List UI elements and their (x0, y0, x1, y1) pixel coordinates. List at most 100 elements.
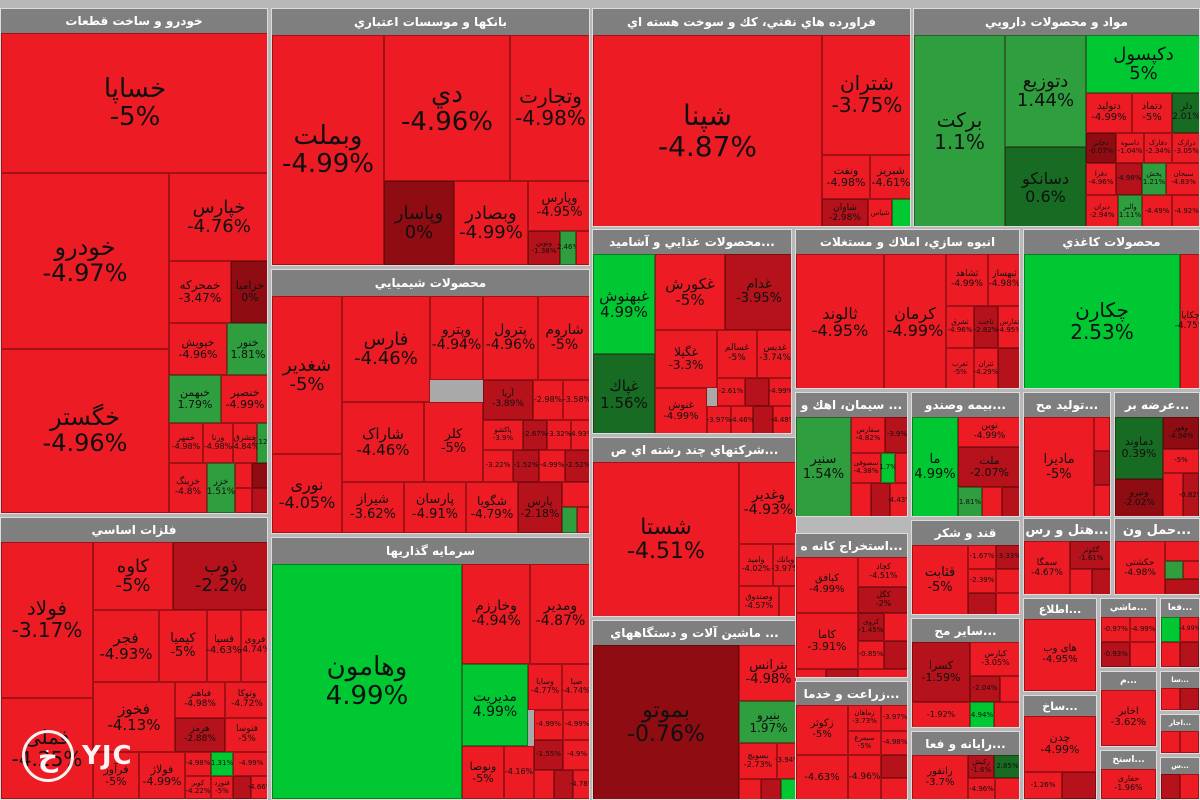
treemap-tile-غبهنوش[interactable]: غبهنوش 4.99% (593, 254, 655, 354)
treemap-tile[interactable]: -1.67% (968, 545, 996, 569)
treemap-tile[interactable] (1094, 485, 1110, 516)
treemap-tile-ونوصا[interactable]: ونوصا -5% (462, 746, 504, 799)
treemap-tile-غگیلا[interactable]: غگیلا -3.3% (655, 330, 717, 388)
treemap-tile[interactable] (753, 406, 773, 433)
treemap-tile-پاکشو[interactable]: پاکشو -3.9% (483, 420, 523, 450)
treemap-tile-نوین[interactable]: نوین -4.99% (958, 417, 1019, 447)
treemap-tile-غپاك[interactable]: غپاك 1.56% (593, 354, 655, 433)
treemap-tile-ثشرق[interactable]: ثشرق -4.96% (946, 306, 974, 348)
treemap-tile[interactable]: -3.94% (775, 743, 796, 779)
treemap-tile[interactable]: -4.16% (504, 746, 534, 799)
treemap-tile-فجر[interactable]: فجر -4.93% (93, 610, 159, 682)
treemap-tile[interactable] (1183, 561, 1199, 579)
treemap-tile[interactable]: -1.92% (912, 702, 970, 727)
treemap-tile[interactable]: -4.99% (563, 710, 589, 740)
treemap-tile[interactable] (576, 231, 589, 265)
treemap-tile-پخش[interactable]: پخش 1.21% (1142, 163, 1166, 195)
treemap-tile[interactable]: -0.93% (1101, 642, 1130, 667)
treemap-tile-زکوثر[interactable]: زکوثر -5% (796, 705, 848, 755)
treemap-tile-فارس[interactable]: فارس -4.46% (342, 296, 430, 402)
treemap-tile[interactable] (1094, 417, 1110, 451)
treemap-tile-شبریز[interactable]: شبریز -4.61% (870, 155, 910, 199)
treemap-tile-گکوثر[interactable]: گکوثر -1.61% (1070, 541, 1110, 569)
treemap-tile-شگویا[interactable]: شگویا -4.79% (466, 482, 518, 533)
treemap-tile-سنیر[interactable]: سنیر 1.54% (796, 417, 851, 516)
treemap-tile-دلر[interactable]: دلر 2.01% (1172, 93, 1199, 133)
treemap-tile-فولاد[interactable]: فولاد -3.17% (1, 542, 93, 698)
treemap-tile[interactable]: -4.43% (887, 483, 907, 516)
treemap-tile[interactable] (1161, 731, 1180, 753)
treemap-tile[interactable]: -4.99% (769, 378, 791, 406)
treemap-tile[interactable]: -4.63% (796, 755, 848, 799)
treemap-tile-فتوسا[interactable]: فتوسا -5% (225, 718, 267, 752)
treemap-tile[interactable] (1130, 642, 1156, 667)
treemap-tile-وبصادر[interactable]: وبصادر -4.99% (454, 181, 528, 265)
treemap-tile-والبر[interactable]: والبر 1.11% (1118, 195, 1142, 226)
treemap-tile-بترانس[interactable]: بترانس -4.98% (739, 645, 796, 701)
treemap-tile-دماوند[interactable]: دماوند 0.39% (1115, 417, 1163, 479)
treemap-tile[interactable] (851, 483, 871, 516)
treemap-tile[interactable] (1165, 579, 1199, 594)
treemap-tile-وهور[interactable]: وهور -4.94% (1163, 417, 1199, 449)
treemap-tile-وبملت[interactable]: وبملت -4.99% (272, 35, 384, 265)
treemap-tile-چدن[interactable]: چدن -4.99% (1024, 716, 1096, 772)
treemap-tile-کیمیا[interactable]: کیمیا -5% (159, 610, 207, 682)
treemap-tile-ملت[interactable]: ملت -2.07% (958, 447, 1019, 487)
treemap-tile[interactable] (1094, 451, 1110, 485)
treemap-tile-شاروم[interactable]: شاروم -5% (538, 296, 589, 380)
treemap-tile[interactable]: -3.97% (881, 705, 907, 731)
treemap-tile[interactable]: -4.46% (730, 406, 754, 433)
treemap-tile-فباهنر[interactable]: فباهنر -4.98% (175, 682, 225, 718)
treemap-tile-دکپسول[interactable]: دکپسول 5% (1086, 35, 1199, 93)
treemap-tile[interactable] (881, 778, 907, 799)
treemap-tile-فخوز[interactable]: فخوز -4.13% (93, 682, 175, 752)
treemap-tile[interactable] (1165, 541, 1199, 561)
treemap-tile[interactable]: -1.52% (513, 450, 539, 482)
treemap-tile[interactable] (1161, 617, 1180, 642)
treemap-tile[interactable]: 2.12% (252, 423, 267, 463)
treemap-tile-دتوزیع[interactable]: دتوزیع 1.44% (1005, 35, 1086, 147)
treemap-tile[interactable] (233, 776, 251, 799)
treemap-tile-شیراز[interactable]: شیراز -3.62% (342, 482, 404, 533)
treemap-tile-کلر[interactable]: کلر -5% (424, 402, 483, 482)
treemap-tile-حکشتی[interactable]: حکشتی -4.98% (1115, 541, 1165, 594)
treemap-tile-وصندوق[interactable]: وصندوق -4.57% (739, 586, 779, 616)
treemap-tile-غکورش[interactable]: غکورش -5% (655, 254, 725, 330)
treemap-tile[interactable] (995, 778, 1019, 799)
treemap-tile-کویر[interactable]: کویر -4.22% (185, 776, 211, 799)
treemap-tile[interactable] (1070, 569, 1092, 594)
treemap-tile[interactable] (1161, 774, 1180, 799)
treemap-tile[interactable]: -4.96% (968, 778, 995, 799)
treemap-tile-ما[interactable]: ما 4.99% (912, 417, 958, 516)
treemap-tile-ونفت[interactable]: ونفت -4.98% (822, 155, 870, 199)
treemap-tile[interactable]: -1.55% (534, 740, 563, 770)
treemap-tile-فرآور[interactable]: فرآور -5% (93, 752, 139, 799)
treemap-tile[interactable]: -4.99% (1130, 617, 1156, 642)
treemap-tile-دسانکو[interactable]: دسانکو 0.6% (1005, 147, 1086, 226)
treemap-tile-اخابر[interactable]: اخابر -3.62% (1101, 690, 1156, 746)
treemap-tile[interactable]: -4.93% (569, 420, 589, 450)
treemap-tile-وغدیر[interactable]: وغدیر -4.93% (739, 462, 796, 544)
treemap-tile[interactable] (968, 593, 996, 614)
treemap-tile[interactable]: -4.99% (233, 752, 267, 776)
treemap-tile-دفارک[interactable]: دفارک -2.34% (1144, 133, 1172, 163)
treemap-tile-ومدیر[interactable]: ومدیر -4.87% (530, 564, 589, 664)
treemap-tile-وپاسار[interactable]: وپاسار 0% (384, 181, 454, 265)
treemap-tile[interactable] (881, 755, 907, 778)
treemap-tile[interactable]: -2.39% (968, 569, 996, 593)
treemap-tile[interactable] (884, 641, 907, 669)
treemap-tile-خرینگ[interactable]: خرینگ -4.8% (169, 463, 207, 513)
treemap-tile[interactable] (745, 378, 769, 406)
treemap-tile[interactable] (1161, 642, 1180, 667)
treemap-tile-غسالم[interactable]: غسالم -5% (717, 330, 757, 378)
treemap-tile[interactable]: 2.46% (557, 231, 579, 265)
treemap-tile[interactable]: -3.9% (885, 417, 907, 453)
treemap-tile-بنیرو[interactable]: بنیرو 1.97% (739, 701, 796, 743)
treemap-tile-نوری[interactable]: نوری -4.05% (272, 454, 342, 533)
treemap-tile-خنور[interactable]: خنور 1.81% (227, 323, 267, 375)
treemap-tile[interactable] (826, 669, 858, 677)
treemap-tile[interactable]: -4.78% (570, 770, 589, 799)
treemap-tile[interactable] (781, 779, 796, 799)
treemap-tile[interactable]: -0.85% (858, 641, 884, 669)
treemap-tile[interactable]: -3.32% (547, 420, 571, 450)
